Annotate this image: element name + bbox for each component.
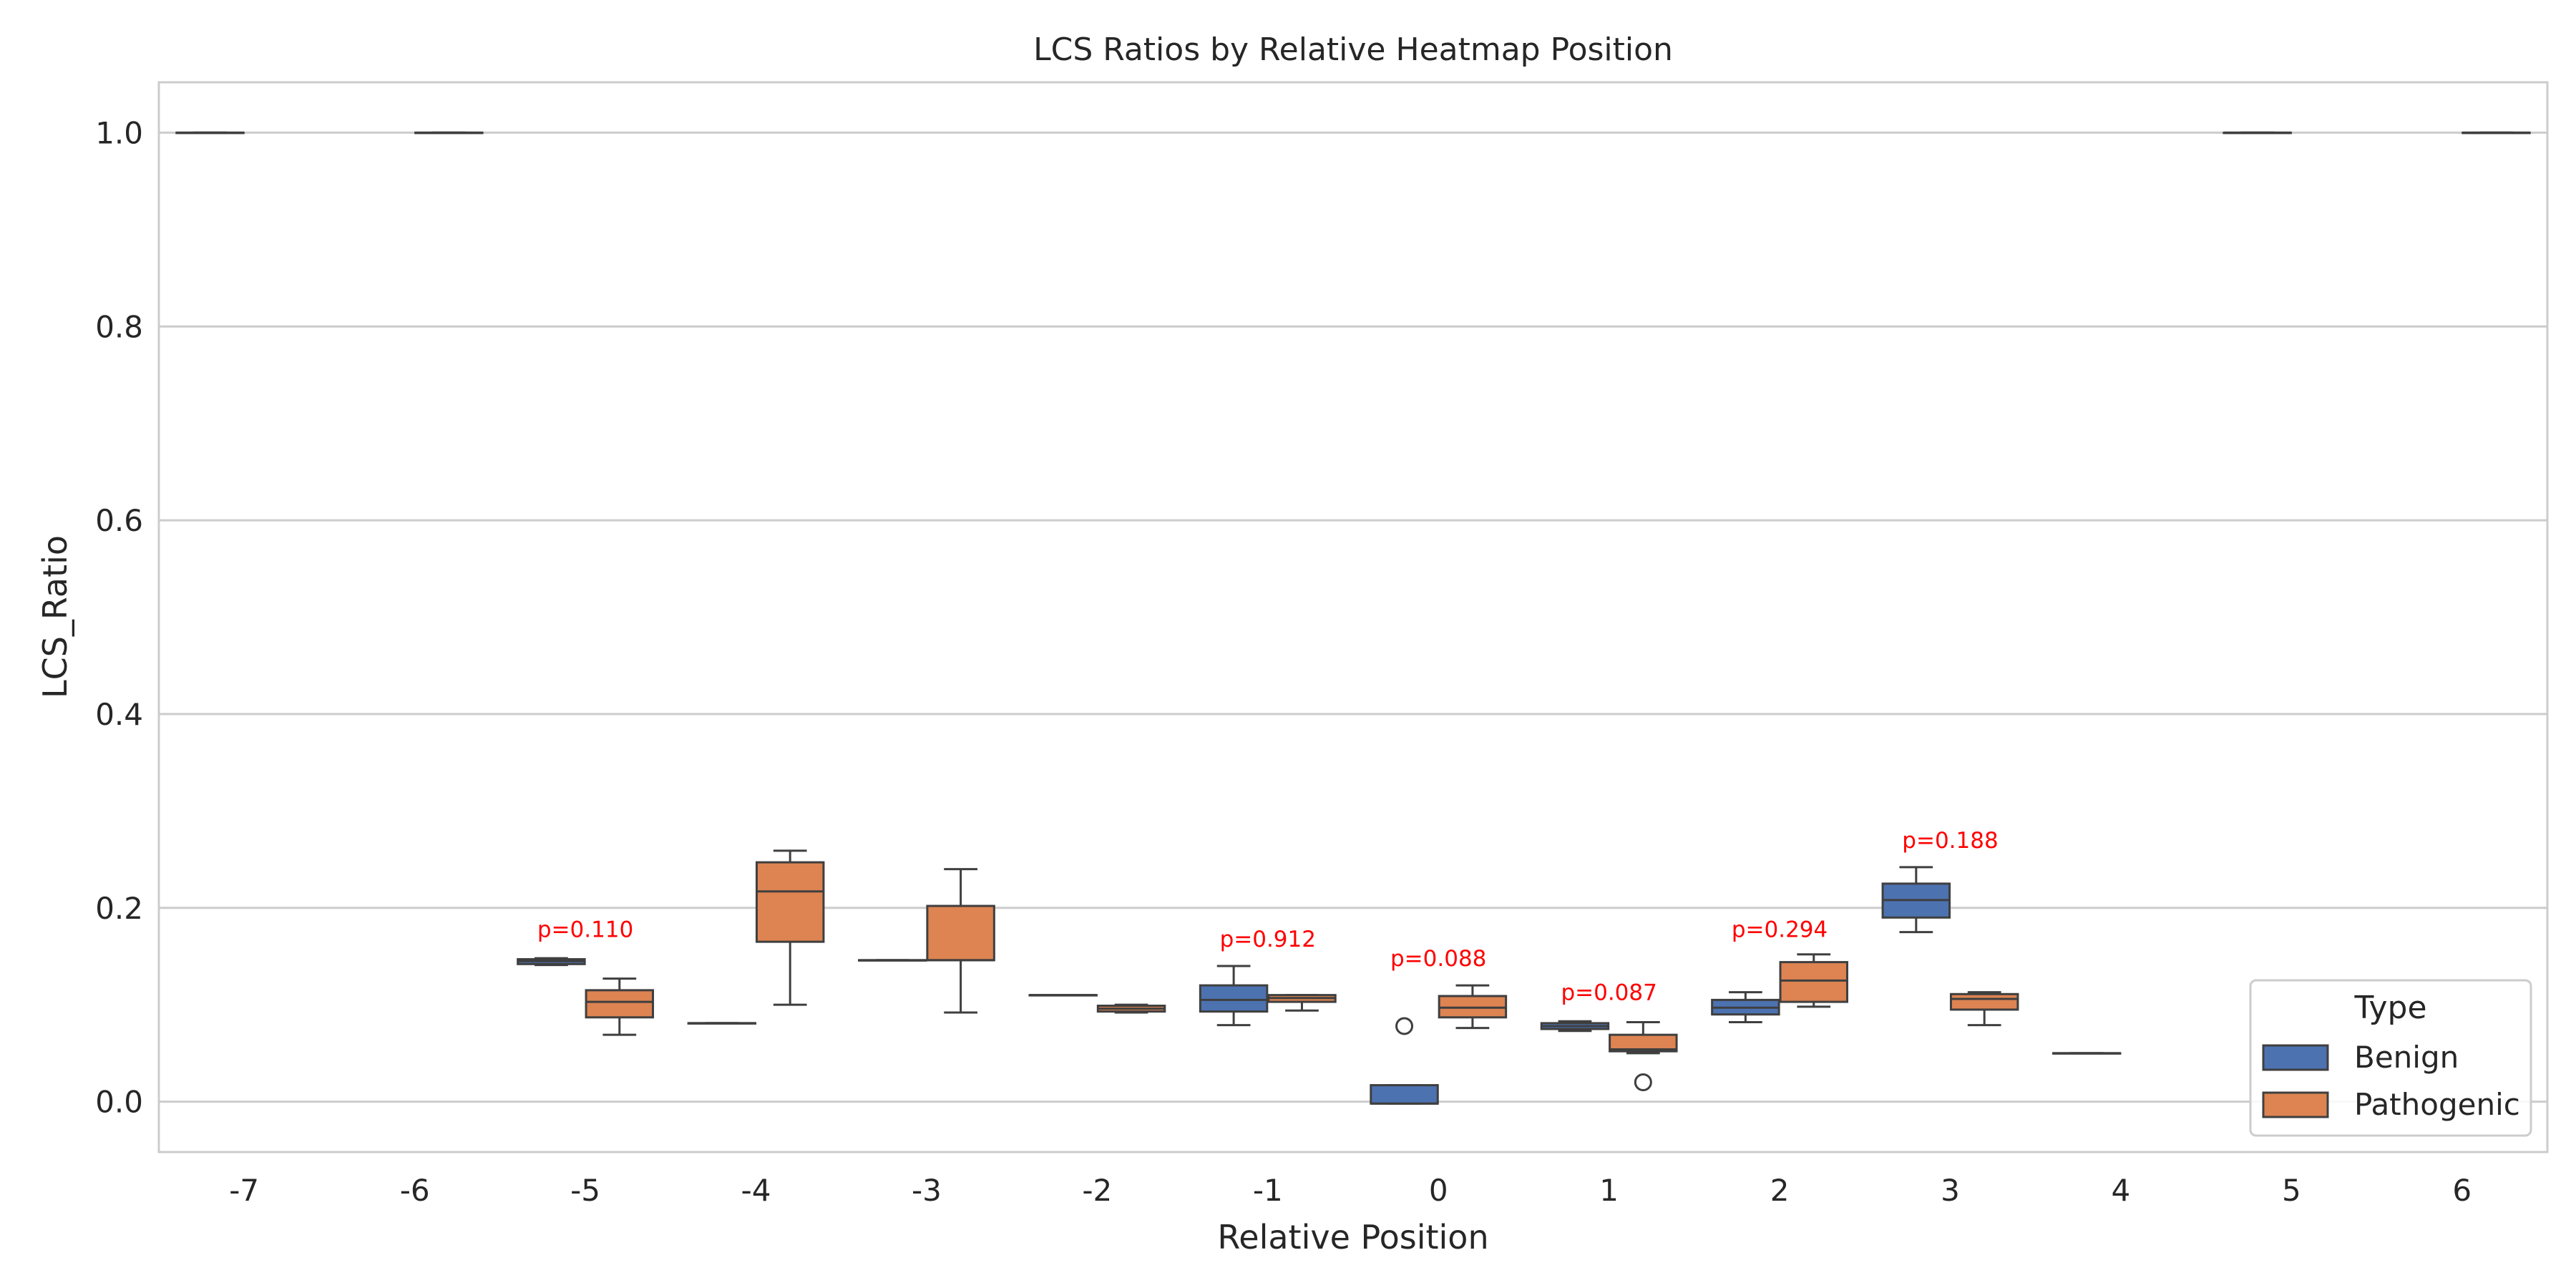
boxes [175, 131, 2531, 1105]
box-pathogenic-0 [1438, 984, 1508, 1030]
box-body [1779, 961, 1848, 1003]
box-benign--1 [1199, 965, 1269, 1027]
legend-swatch [2262, 1091, 2329, 1118]
box-benign-1 [1540, 1020, 1610, 1033]
legend-title: Type [2353, 990, 2426, 1026]
x-tick-label: 6 [2452, 1173, 2472, 1208]
box-pathogenic-6 [2462, 131, 2531, 135]
grid-lines [159, 131, 2547, 1103]
x-tick-label: -7 [229, 1173, 259, 1208]
box-pathogenic-2 [1779, 953, 1848, 1008]
outlier-point [1395, 1017, 1414, 1035]
box-benign--4 [687, 1022, 757, 1025]
y-tick-label: 0.2 [95, 891, 143, 926]
legend-entry-benign: Benign [2262, 1040, 2459, 1075]
legend: Type Benign Pathogenic [2249, 979, 2532, 1137]
x-tick-label: -2 [1082, 1173, 1112, 1208]
x-tick-label: 1 [1599, 1173, 1619, 1208]
box-pathogenic--2 [1096, 1003, 1166, 1014]
legend-label: Pathogenic [2354, 1087, 2520, 1122]
box-pathogenic--4 [755, 849, 825, 1006]
p-value-annotation: p=0.110 [537, 917, 633, 942]
box-body [1199, 984, 1269, 1013]
x-tick-label: 4 [2112, 1173, 2131, 1208]
box-benign--3 [858, 959, 927, 962]
box-body [926, 904, 995, 962]
box-pathogenic-1 [1609, 1021, 1678, 1091]
chart-title: LCS Ratios by Relative Heatmap Position [1033, 31, 1673, 68]
y-tick-label: 1.0 [95, 115, 143, 150]
box-pathogenic--3 [926, 868, 995, 1014]
p-value-annotation: p=0.188 [1902, 828, 1998, 854]
box-benign-3 [1881, 866, 1951, 934]
legend-label: Benign [2354, 1040, 2459, 1075]
x-tick-label: -3 [912, 1173, 942, 1208]
p-value-annotation: p=0.294 [1732, 917, 1828, 942]
x-tick-label: -1 [1253, 1173, 1283, 1208]
x-tick-labels: -7 -6 -5 -4 -3 -2 -1 0 1 2 3 4 5 6 [229, 1173, 2472, 1208]
box-body [1370, 1084, 1439, 1105]
y-tick-labels: 0.0 0.2 0.4 0.6 0.8 1.0 [95, 115, 143, 1119]
outlier-point [1634, 1073, 1652, 1091]
box-body [585, 989, 654, 1019]
p-value-annotation: p=0.088 [1390, 946, 1486, 972]
box-pathogenic--1 [1267, 994, 1337, 1012]
box-pathogenic-3 [1949, 991, 2019, 1027]
box-body [1949, 992, 2019, 1011]
y-tick-label: 0.8 [95, 309, 143, 344]
x-tick-label: 0 [1429, 1173, 1448, 1208]
box-pathogenic--6 [414, 131, 484, 135]
legend-entry-pathogenic: Pathogenic [2262, 1087, 2520, 1122]
legend-entries: Benign Pathogenic [2262, 1040, 2520, 1122]
box-pathogenic--5 [585, 977, 654, 1036]
x-tick-label: -6 [400, 1173, 430, 1208]
box-benign-0 [1370, 1017, 1439, 1105]
y-axis-label: LCS_Ratio [36, 535, 74, 698]
box-body [1609, 1033, 1678, 1053]
legend-swatch [2262, 1044, 2329, 1071]
x-tick-label: 5 [2282, 1173, 2301, 1208]
p-value-annotation: p=0.087 [1561, 980, 1657, 1005]
box-benign-2 [1711, 991, 1780, 1024]
box-benign-5 [2223, 131, 2292, 135]
box-benign--7 [175, 131, 245, 135]
y-tick-label: 0.4 [95, 697, 143, 732]
y-tick-label: 0.6 [95, 503, 143, 538]
p-value-annotation: p=0.912 [1220, 927, 1316, 952]
x-tick-label: 2 [1770, 1173, 1790, 1208]
x-axis-label: Relative Position [1217, 1218, 1488, 1257]
x-tick-label: 3 [1941, 1173, 1960, 1208]
y-tick-label: 0.0 [95, 1085, 143, 1120]
box-body [755, 861, 825, 943]
x-tick-label: -5 [570, 1173, 600, 1208]
box-benign-4 [2052, 1052, 2122, 1055]
x-tick-label: -4 [741, 1173, 771, 1208]
plot-frame [157, 81, 2549, 1153]
box-benign--2 [1028, 994, 1098, 997]
box-benign--5 [517, 957, 586, 967]
annotations: p=0.110 p=0.912 p=0.088 p=0.087 p=0.294 p=0.1… [537, 828, 1999, 1006]
